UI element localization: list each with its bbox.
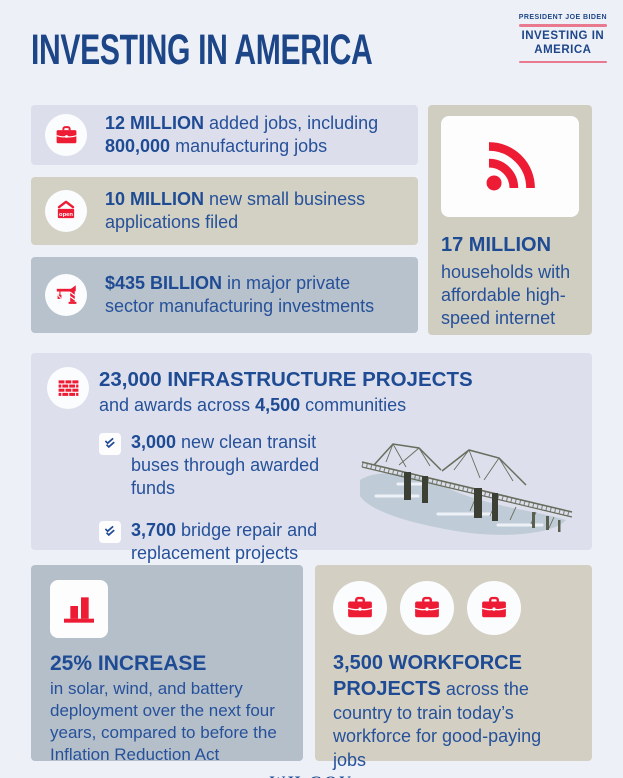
bullet-transit-label: new clean transit buses through awarded … (131, 431, 320, 499)
infrastructure-heading: 23,000 INFRASTRUCTURE PROJECTS (99, 368, 473, 391)
stat-card-internet: 17 MILLION households with affordable hig… (428, 105, 592, 335)
bullet-bridge-repair: 3,700 bridge repair and replacement proj… (99, 519, 361, 566)
stat-jobs-number-2: 800,000 (105, 136, 171, 156)
campaign-badge: PRESIDENT JOE BIDEN INVESTING IN AMERICA (518, 14, 608, 64)
badge-title-line1: INVESTING IN (521, 30, 605, 42)
whgov-link[interactable]: WH.GOV (270, 774, 354, 778)
top-stats-section: 12 MILLION added jobs, including 800,000… (31, 105, 592, 335)
infrastructure-header: 23,000 INFRASTRUCTURE PROJECTS and award… (47, 367, 576, 416)
energy-body: in solar, wind, and battery deployment o… (50, 679, 277, 764)
page-title-text: INVESTING IN AMERICA (31, 26, 373, 74)
briefcase-icon (467, 581, 521, 635)
briefcase-icon (400, 581, 454, 635)
infrastructure-headings: 23,000 INFRASTRUCTURE PROJECTS and award… (99, 367, 473, 416)
bullet-transit-buses: 3,000 new clean transit buses through aw… (99, 431, 361, 501)
bullet-transit-text: 3,000 new clean transit buses through aw… (131, 431, 361, 501)
double-check-icon (99, 520, 121, 543)
energy-card: 25% INCREASE in solar, wind, and battery… (31, 565, 303, 764)
stat-internet-label: households with affordable high-speed in… (441, 261, 571, 328)
infrastructure-sub-text: and awards across (99, 394, 256, 415)
page-title: INVESTING IN AMERICA (31, 29, 519, 72)
stat-card-manufacturing: $435 BILLION in major private sector man… (31, 257, 418, 333)
bullet-bridge-label: bridge repair and replacement projects (131, 519, 318, 564)
badge-title-line2: AMERICA (534, 43, 592, 56)
stat-internet-number: 17 MILLION (441, 234, 552, 256)
stat-small-business-text: 10 MILLION new small business applicatio… (105, 188, 404, 235)
bullet-transit-number: 3,000 (131, 431, 177, 452)
open-sign-icon: open (45, 190, 87, 232)
open-sign-label: open (59, 212, 73, 218)
bullet-bridge-number: 3,700 (131, 519, 177, 540)
wifi-icon (441, 116, 579, 217)
double-check-icon (99, 432, 121, 455)
workforce-text: 3,500 WORKFORCE PROJECTS across the coun… (333, 650, 574, 772)
brick-wall-icon (47, 367, 89, 409)
stat-card-column: 12 MILLION added jobs, including 800,000… (31, 105, 418, 335)
infrastructure-sub-number: 4,500 (255, 394, 301, 415)
energy-heading: 25% INCREASE (50, 652, 207, 675)
workforce-label: across the country to train today’s work… (333, 679, 542, 770)
infrastructure-subheading: and awards across 4,500 communities (99, 395, 473, 416)
briefcase-icon (45, 114, 87, 156)
bottom-stats-section: 25% INCREASE in solar, wind, and battery… (31, 565, 592, 770)
stat-jobs-label: added jobs, including (204, 112, 379, 133)
stat-small-business-number: 10 MILLION (105, 188, 205, 209)
footer: WH.GOV (31, 774, 592, 778)
infrastructure-bullets: 3,000 new clean transit buses through aw… (99, 431, 361, 566)
infrastructure-sub-text-2: communities (300, 394, 407, 415)
badge-rule-bottom (518, 60, 608, 64)
stat-manufacturing-number: $435 BILLION (105, 272, 223, 293)
badge-eyebrow: PRESIDENT JOE BIDEN (518, 14, 608, 21)
truss-bridge-illustration (360, 443, 573, 535)
bar-chart-icon (50, 580, 108, 638)
stat-jobs-text: 12 MILLION added jobs, including 800,000… (105, 112, 404, 159)
header: INVESTING IN AMERICA PRESIDENT JOE BIDEN… (31, 14, 608, 88)
workforce-number: 3,500 WORKFORCE PROJECTS (333, 652, 522, 700)
badge-rule-top (518, 24, 608, 27)
infrastructure-section: 23,000 INFRASTRUCTURE PROJECTS and award… (31, 353, 592, 563)
workforce-card: 3,500 WORKFORCE PROJECTS across the coun… (315, 565, 592, 770)
stat-manufacturing-label: in major private sector manufacturing in… (105, 272, 375, 316)
stat-card-small-business: open 10 MILLION new small business appli… (31, 177, 418, 245)
briefcase-icon (333, 581, 387, 635)
workforce-icons (333, 581, 574, 635)
stat-jobs-label-2: manufacturing jobs (170, 136, 328, 156)
crane-icon (45, 274, 87, 316)
stat-card-jobs: 12 MILLION added jobs, including 800,000… (31, 105, 418, 165)
badge-title: INVESTING IN AMERICA (519, 27, 607, 61)
bullet-bridge-text: 3,700 bridge repair and replacement proj… (131, 519, 361, 566)
stat-jobs-number: 12 MILLION (105, 112, 205, 133)
stat-manufacturing-text: $435 BILLION in major private sector man… (105, 272, 404, 319)
stat-internet-text: 17 MILLION households with affordable hig… (441, 233, 579, 330)
stat-small-business-label: new small business applications filed (105, 188, 366, 232)
